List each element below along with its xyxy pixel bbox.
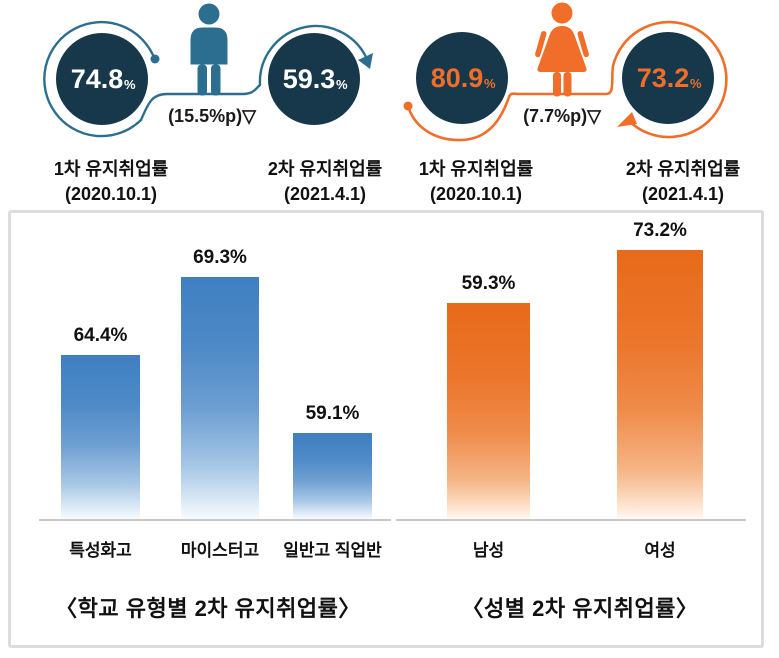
rate-value-1: 80.9 <box>431 63 484 93</box>
rate-value-2: 73.2 <box>637 63 690 93</box>
caption-first-rate-male: 1차 유지취업률 (2020.10.1) <box>1 157 221 207</box>
arrow-start-dot <box>150 54 160 64</box>
arrowhead-icon <box>358 53 373 69</box>
bar-charts-panel: 〈학교 유형별 2차 유지취업률〉 〈성별 2차 유지취업률〉 64.4% 특성화… <box>8 210 764 648</box>
rate-unit-2: % <box>690 76 702 91</box>
bar-특성화고: 64.4% 특성화고 <box>61 325 140 560</box>
bar-일반고 직업반: 59.1% 일반고 직업반 <box>283 403 382 560</box>
rate-value-2: 59.3 <box>283 64 336 94</box>
retention-rate-top-diagram: 74.8 % 59.3 % (15.5%p)▽ 80.9 % 73.2 <box>43 2 728 142</box>
bar-value-label: 59.1% <box>305 403 360 424</box>
female-icon <box>535 2 589 97</box>
rate-unit-2: % <box>336 77 348 92</box>
caption-second-rate-male: 2차 유지취업률 (2021.4.1) <box>215 157 435 207</box>
rate-value-1: 74.8 <box>71 64 124 94</box>
bar-value-label: 69.3% <box>193 247 247 268</box>
bar-남성: 59.3% 남성 <box>447 273 530 560</box>
arrow-start-dot <box>403 101 413 111</box>
caption-title: 2차 유지취업률 <box>267 159 383 179</box>
bar-value-label: 73.2% <box>633 220 687 241</box>
caption-first-rate-female: 1차 유지취업률 (2020.10.1) <box>366 157 586 207</box>
rate-circle-2 <box>622 32 714 124</box>
caption-title: 2차 유지취업률 <box>625 159 741 179</box>
bar-여성: 73.2% 여성 <box>617 220 703 560</box>
rate-unit-1: % <box>124 77 136 92</box>
bar-category-label: 남성 <box>472 541 505 560</box>
male-icon <box>190 3 228 96</box>
bar-category-label: 여성 <box>644 541 676 560</box>
x-axis-gender-chart <box>396 519 746 521</box>
cycle-arrow-line <box>406 20 728 142</box>
female-retention-group: 80.9 % 73.2 % (7.7%p)▽ <box>403 2 728 142</box>
bar-value-label: 59.3% <box>461 273 516 294</box>
caption-title: 1차 유지취업률 <box>53 159 169 179</box>
bar-마이스터고: 69.3% 마이스터고 <box>181 247 259 560</box>
caption-second-rate-female: 2차 유지취업률 (2021.4.1) <box>573 157 779 207</box>
rate-unit-1: % <box>484 76 496 91</box>
male-retention-group: 74.8 % 59.3 % (15.5%p)▽ <box>43 3 373 138</box>
rate-circle-1 <box>56 33 148 125</box>
rate-circle-1 <box>416 32 508 124</box>
x-axis-school-chart <box>39 519 391 521</box>
caption-date: (2021.4.1) <box>641 184 725 204</box>
bar-value-label: 64.4% <box>73 325 128 346</box>
caption-date: (2021.4.1) <box>283 184 367 204</box>
difference-label: (7.7%p)▽ <box>523 106 602 126</box>
caption-date: (2020.10.1) <box>64 184 158 204</box>
bar-category-label: 특성화고 <box>69 541 132 560</box>
gender-chart-title: 〈성별 2차 유지취업률〉 <box>461 596 699 621</box>
rate-circle-2 <box>268 33 360 125</box>
school-chart-title: 〈학교 유형별 2차 유지취업률〉 <box>55 596 361 621</box>
caption-title: 1차 유지취업률 <box>418 159 534 179</box>
bar-category-label: 일반고 직업반 <box>283 541 382 560</box>
arrowhead-icon <box>617 112 637 127</box>
bar-category-label: 마이스터고 <box>180 541 260 560</box>
difference-label: (15.5%p)▽ <box>168 106 257 126</box>
caption-date: (2020.10.1) <box>429 184 523 204</box>
cycle-arrow-line <box>43 20 368 138</box>
